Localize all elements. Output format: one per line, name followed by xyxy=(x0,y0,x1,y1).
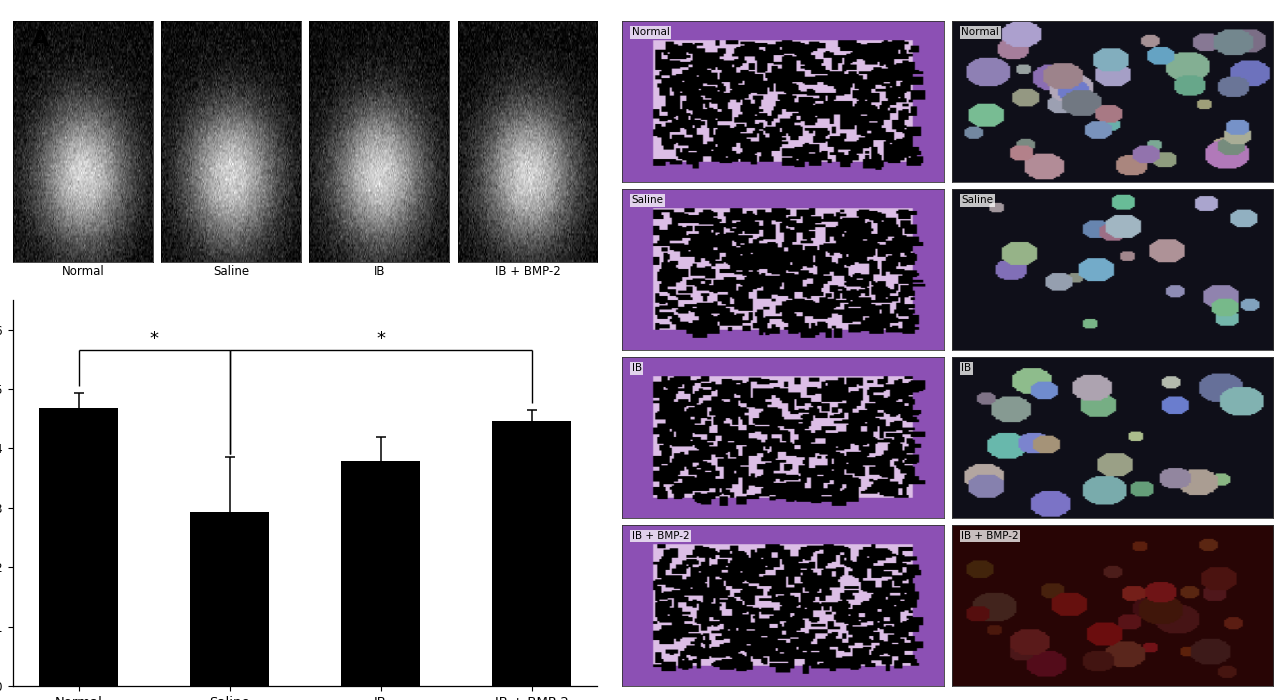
Bar xyxy=(493,421,571,686)
Text: Saline: Saline xyxy=(962,195,993,205)
Text: IB + BMP-2: IB + BMP-2 xyxy=(631,531,689,541)
Text: A: A xyxy=(32,29,49,50)
Text: IB + BMP-2: IB + BMP-2 xyxy=(962,531,1019,541)
Text: *: * xyxy=(377,330,386,348)
X-axis label: IB: IB xyxy=(373,265,385,278)
Text: *: * xyxy=(149,330,158,348)
Text: Saline: Saline xyxy=(631,195,664,205)
Text: Normal: Normal xyxy=(631,27,670,38)
X-axis label: IB + BMP-2: IB + BMP-2 xyxy=(495,265,561,278)
Text: IB: IB xyxy=(962,363,971,373)
Text: Normal: Normal xyxy=(962,27,999,38)
X-axis label: Normal: Normal xyxy=(62,265,104,278)
X-axis label: Saline: Saline xyxy=(213,265,249,278)
Bar xyxy=(40,408,118,686)
Text: IB: IB xyxy=(631,363,642,373)
Bar xyxy=(341,461,421,686)
Bar xyxy=(190,512,269,686)
